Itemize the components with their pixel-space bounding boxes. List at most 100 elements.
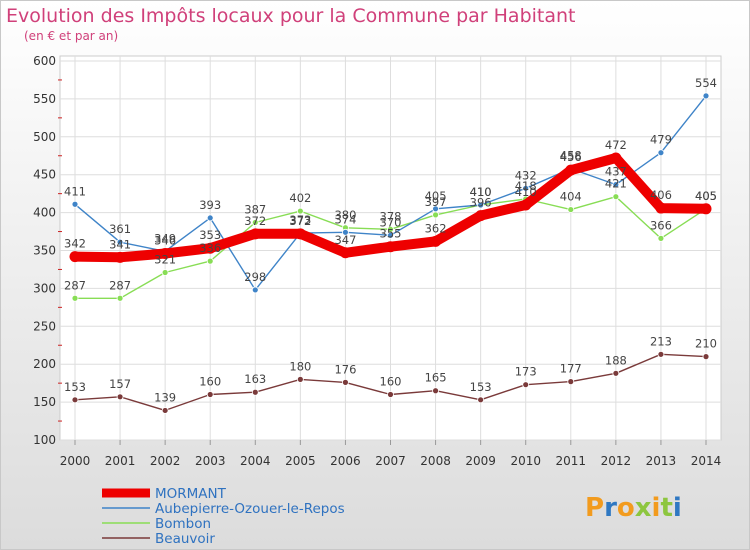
data-point — [522, 184, 530, 192]
data-point — [71, 396, 79, 404]
x-tick-label: 2006 — [330, 454, 361, 468]
data-label: 213 — [650, 334, 672, 348]
data-point — [657, 234, 665, 242]
data-point — [251, 286, 259, 294]
data-point — [430, 235, 442, 247]
data-point — [339, 247, 351, 259]
data-label: 139 — [154, 390, 176, 404]
data-point — [69, 251, 81, 263]
axes: 100 150 200 250 300 350 400 450 500 550 600 2000 200… — [33, 54, 721, 468]
data-label: 402 — [289, 191, 311, 205]
data-point — [116, 238, 124, 246]
y-tick-label: 450 — [33, 168, 56, 182]
legend-label: Bombon — [155, 516, 211, 532]
data-label: 554 — [695, 76, 717, 90]
data-point — [520, 199, 532, 211]
x-tick-label: 2010 — [510, 454, 541, 468]
data-label: 336 — [199, 241, 221, 255]
proxiti-wordmark: Proxiti — [585, 493, 682, 523]
data-point — [657, 149, 665, 157]
data-label: 346 — [154, 234, 176, 248]
data-label: 411 — [64, 184, 86, 198]
data-point — [296, 207, 304, 215]
data-point — [71, 200, 79, 208]
x-tick-label: 2002 — [150, 454, 181, 468]
data-point — [342, 228, 349, 236]
data-label: 396 — [470, 196, 492, 210]
data-label: 405 — [425, 189, 447, 203]
x-tick-label: 2009 — [465, 454, 496, 468]
data-label: 347 — [334, 233, 356, 247]
data-point — [206, 214, 214, 222]
data-label: 479 — [650, 133, 672, 147]
data-label: 341 — [109, 237, 131, 251]
data-label: 421 — [605, 177, 627, 191]
proxiti-letter: o — [617, 493, 635, 523]
x-tick-label: 2005 — [285, 454, 316, 468]
proxiti-letter: r — [604, 493, 617, 523]
y-tick-label: 350 — [33, 244, 56, 258]
data-point — [612, 181, 620, 188]
proxiti-letter: i — [673, 493, 682, 523]
y-tick-label: 600 — [33, 54, 56, 68]
data-point — [655, 202, 667, 214]
data-label: 387 — [244, 202, 266, 216]
data-point — [522, 381, 530, 389]
x-tick-label: 2004 — [240, 454, 271, 468]
data-label: 287 — [109, 278, 131, 292]
data-point — [342, 378, 349, 386]
data-point — [206, 391, 214, 398]
data-point — [206, 257, 214, 265]
data-point — [612, 369, 620, 377]
x-tick-label: 2013 — [646, 454, 677, 468]
data-label: 372 — [289, 214, 311, 228]
y-tick-label: 550 — [33, 92, 56, 106]
data-label: 173 — [515, 365, 537, 379]
chart-subtitle: (en € et par an) — [24, 29, 118, 43]
data-label: 373 — [289, 213, 311, 227]
data-label: 165 — [425, 371, 447, 385]
proxiti-letter: P — [585, 493, 604, 523]
y-tick-label: 400 — [33, 206, 56, 220]
data-point — [249, 228, 261, 240]
proxiti-letter: x — [635, 493, 652, 523]
x-tick-label: 2007 — [375, 454, 406, 468]
data-label: 380 — [334, 208, 356, 222]
chart-title: Evolution des Impôts locaux pour la Comm… — [6, 5, 576, 27]
x-tick-label: 2001 — [105, 454, 136, 468]
data-point — [610, 152, 622, 164]
data-label: 472 — [605, 138, 627, 152]
data-label: 432 — [515, 168, 537, 182]
data-label: 210 — [695, 337, 717, 351]
legend-label: Aubepierre-Ozouer-le-Repos — [155, 501, 345, 517]
data-label: 153 — [470, 380, 492, 394]
data-point — [477, 201, 485, 209]
data-label: 437 — [605, 165, 627, 179]
data-point — [432, 211, 439, 219]
x-tick-label: 2003 — [195, 454, 226, 468]
x-tick-label: 2000 — [60, 454, 91, 468]
x-tick-label: 2014 — [691, 454, 722, 468]
data-label: 405 — [695, 189, 717, 203]
data-label: 361 — [109, 222, 131, 236]
data-point — [432, 387, 439, 395]
data-label: 418 — [515, 179, 537, 193]
series-lines — [69, 92, 712, 414]
data-label: 393 — [199, 198, 221, 212]
data-label: 458 — [560, 149, 582, 163]
y-tick-label: 100 — [33, 433, 56, 447]
data-point — [296, 375, 304, 383]
data-point — [114, 251, 126, 263]
x-tick-label: 2011 — [556, 454, 587, 468]
data-label: 188 — [605, 353, 627, 367]
data-label: 355 — [380, 227, 402, 241]
data-label: 410 — [515, 185, 537, 199]
data-point — [294, 228, 306, 240]
data-label: 405 — [695, 189, 717, 203]
legend-label: MORMANT — [155, 486, 227, 502]
legend-label: Beauvoir — [155, 531, 215, 547]
data-label: 410 — [470, 185, 492, 199]
data-point — [387, 231, 394, 239]
